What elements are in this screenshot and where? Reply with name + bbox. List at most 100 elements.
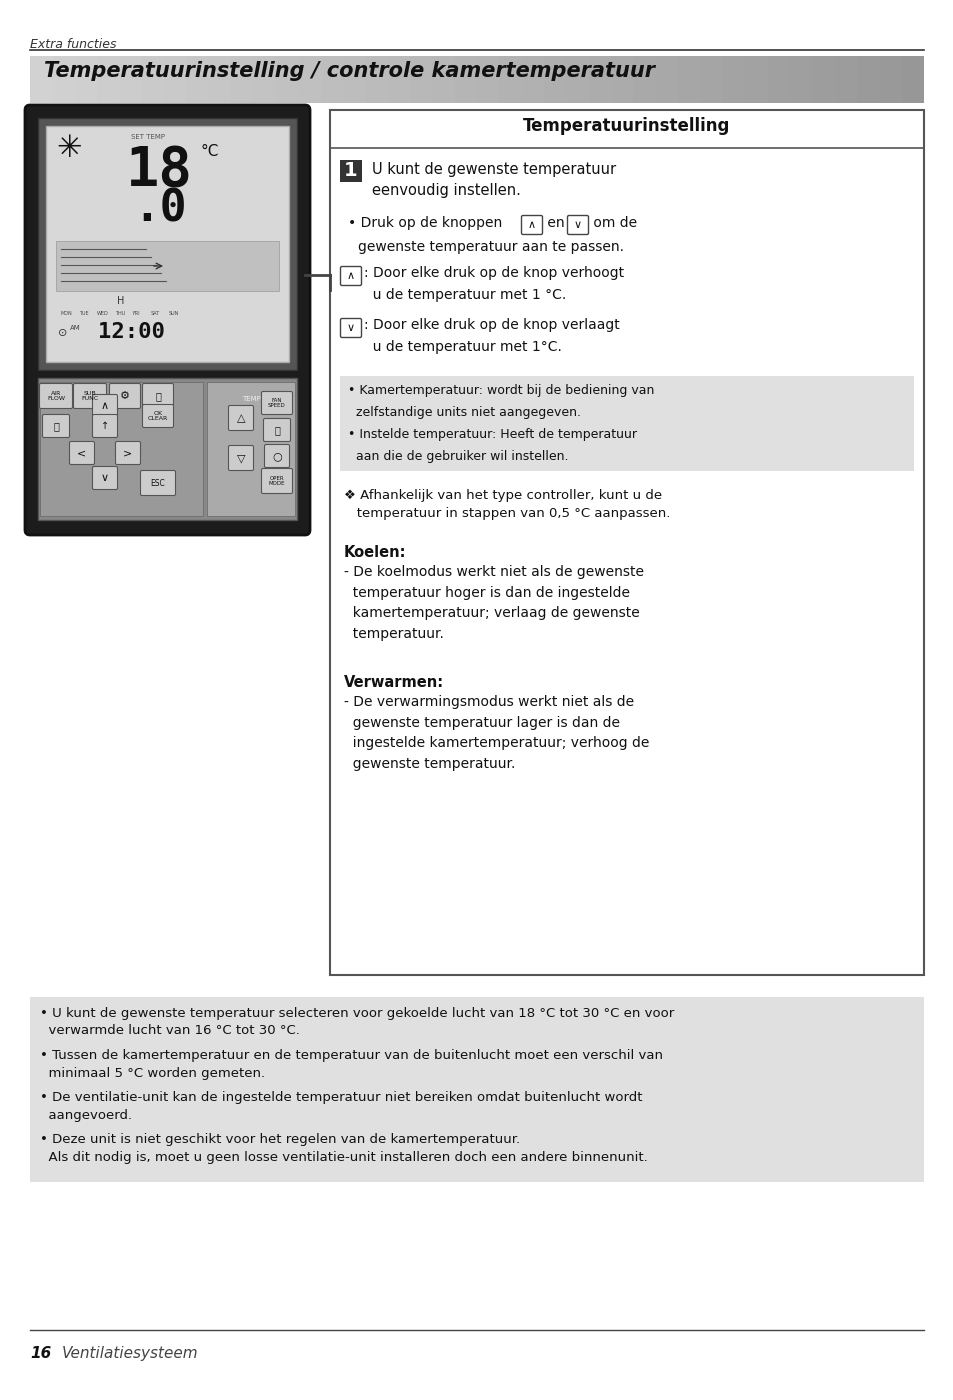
Bar [811, 56, 834, 104]
Bar [611, 56, 633, 104]
Bar [330, 111, 923, 974]
Text: zelfstandige units niet aangegeven.: zelfstandige units niet aangegeven. [348, 406, 580, 419]
Text: • Tussen de kamertemperatuur en de temperatuur van de buitenlucht moet een versc: • Tussen de kamertemperatuur en de tempe… [40, 1049, 662, 1079]
Bar [339, 377, 913, 470]
Text: U kunt de gewenste temperatuur
eenvoudig instellen.: U kunt de gewenste temperatuur eenvoudig… [372, 162, 616, 197]
Bar [856, 56, 879, 104]
Text: ⊙: ⊙ [58, 328, 68, 337]
FancyBboxPatch shape [263, 419, 291, 441]
Text: ✳: ✳ [56, 134, 81, 162]
Text: ↑: ↑ [101, 421, 109, 431]
FancyBboxPatch shape [73, 384, 107, 409]
Bar [74, 56, 97, 104]
Bar [207, 382, 294, 517]
Bar [320, 56, 342, 104]
Bar [38, 118, 296, 370]
Text: ▽: ▽ [236, 454, 245, 463]
Text: .0: .0 [132, 188, 186, 231]
Text: Koelen:: Koelen: [344, 545, 406, 560]
Text: AIR
FLOW: AIR FLOW [47, 391, 65, 402]
FancyBboxPatch shape [229, 445, 253, 470]
FancyBboxPatch shape [264, 445, 289, 468]
Bar [97, 56, 119, 104]
Bar [209, 56, 231, 104]
Text: ∨: ∨ [101, 473, 109, 483]
Bar [410, 56, 432, 104]
Text: 18: 18 [126, 144, 193, 197]
Text: <: < [77, 448, 87, 458]
Bar [655, 56, 678, 104]
Text: - De koelmodus werkt niet als de gewenste
  temperatuur hoger is dan de ingestel: - De koelmodus werkt niet als de gewenst… [344, 566, 643, 641]
FancyBboxPatch shape [142, 384, 173, 409]
Bar [455, 56, 476, 104]
Text: FRI: FRI [132, 311, 140, 316]
FancyBboxPatch shape [567, 216, 588, 234]
Text: u de temperatuur met 1 °C.: u de temperatuur met 1 °C. [364, 288, 566, 302]
Bar [566, 56, 588, 104]
Bar [387, 56, 410, 104]
Bar [46, 126, 289, 363]
Bar [365, 56, 387, 104]
FancyBboxPatch shape [140, 470, 175, 496]
Bar [498, 56, 521, 104]
Bar [588, 56, 611, 104]
Text: ⚙: ⚙ [120, 391, 130, 400]
FancyBboxPatch shape [229, 406, 253, 431]
Text: FAN
SPEED: FAN SPEED [268, 398, 286, 409]
Bar [186, 56, 209, 104]
Bar [253, 56, 275, 104]
Text: • Deze unit is niet geschikt voor het regelen van de kamertemperatuur.
  Als dit: • Deze unit is niet geschikt voor het re… [40, 1133, 647, 1163]
Text: TUE: TUE [79, 311, 89, 316]
Bar [633, 56, 655, 104]
Text: • Instelde temperatuur: Heeft de temperatuur: • Instelde temperatuur: Heeft de tempera… [348, 428, 637, 441]
Bar [700, 56, 722, 104]
Text: - De verwarmingsmodus werkt niet als de
  gewenste temperatuur lager is dan de
 : - De verwarmingsmodus werkt niet als de … [344, 694, 649, 771]
Bar [119, 56, 142, 104]
Text: MON: MON [61, 311, 72, 316]
Text: : Door elke druk op de knop verlaagt: : Door elke druk op de knop verlaagt [364, 318, 619, 332]
Bar [543, 56, 566, 104]
FancyBboxPatch shape [115, 441, 140, 465]
FancyBboxPatch shape [340, 319, 361, 337]
Text: Extra functies: Extra functies [30, 38, 116, 50]
Bar [521, 56, 543, 104]
FancyBboxPatch shape [70, 441, 94, 465]
Bar [38, 378, 296, 519]
Text: 16: 16 [30, 1345, 51, 1361]
FancyBboxPatch shape [340, 266, 361, 286]
Text: SET TEMP: SET TEMP [131, 134, 165, 140]
Text: • Druk op de knoppen: • Druk op de knoppen [348, 216, 501, 230]
FancyBboxPatch shape [92, 395, 117, 417]
Text: ∧: ∧ [347, 272, 355, 281]
FancyBboxPatch shape [110, 384, 140, 409]
Text: om de: om de [588, 216, 637, 230]
Text: 1: 1 [344, 161, 357, 181]
FancyBboxPatch shape [261, 392, 293, 414]
Bar [834, 56, 856, 104]
Text: H: H [117, 295, 125, 307]
Bar [879, 56, 901, 104]
Text: ⬛: ⬛ [155, 391, 161, 400]
Text: ○: ○ [272, 451, 281, 461]
Text: AM: AM [70, 325, 81, 330]
Text: aan die de gebruiker wil instellen.: aan die de gebruiker wil instellen. [348, 449, 568, 463]
Bar [275, 56, 298, 104]
Text: ESC: ESC [151, 479, 165, 487]
Bar [789, 56, 811, 104]
Bar [52, 56, 74, 104]
FancyBboxPatch shape [25, 105, 310, 535]
Bar [40, 382, 203, 517]
Bar [767, 56, 789, 104]
Bar [164, 56, 186, 104]
FancyBboxPatch shape [261, 469, 293, 494]
Bar [339, 160, 361, 182]
Text: SUB
FUNC: SUB FUNC [81, 391, 98, 402]
Text: : Door elke druk op de knop verhoogt: : Door elke druk op de knop verhoogt [364, 266, 623, 280]
Text: THU: THU [115, 311, 125, 316]
Text: ⏻: ⏻ [53, 421, 59, 431]
FancyBboxPatch shape [521, 216, 542, 234]
Bar [476, 56, 498, 104]
Bar [678, 56, 700, 104]
Text: u de temperatuur met 1°C.: u de temperatuur met 1°C. [364, 340, 561, 354]
Text: WED: WED [97, 311, 109, 316]
